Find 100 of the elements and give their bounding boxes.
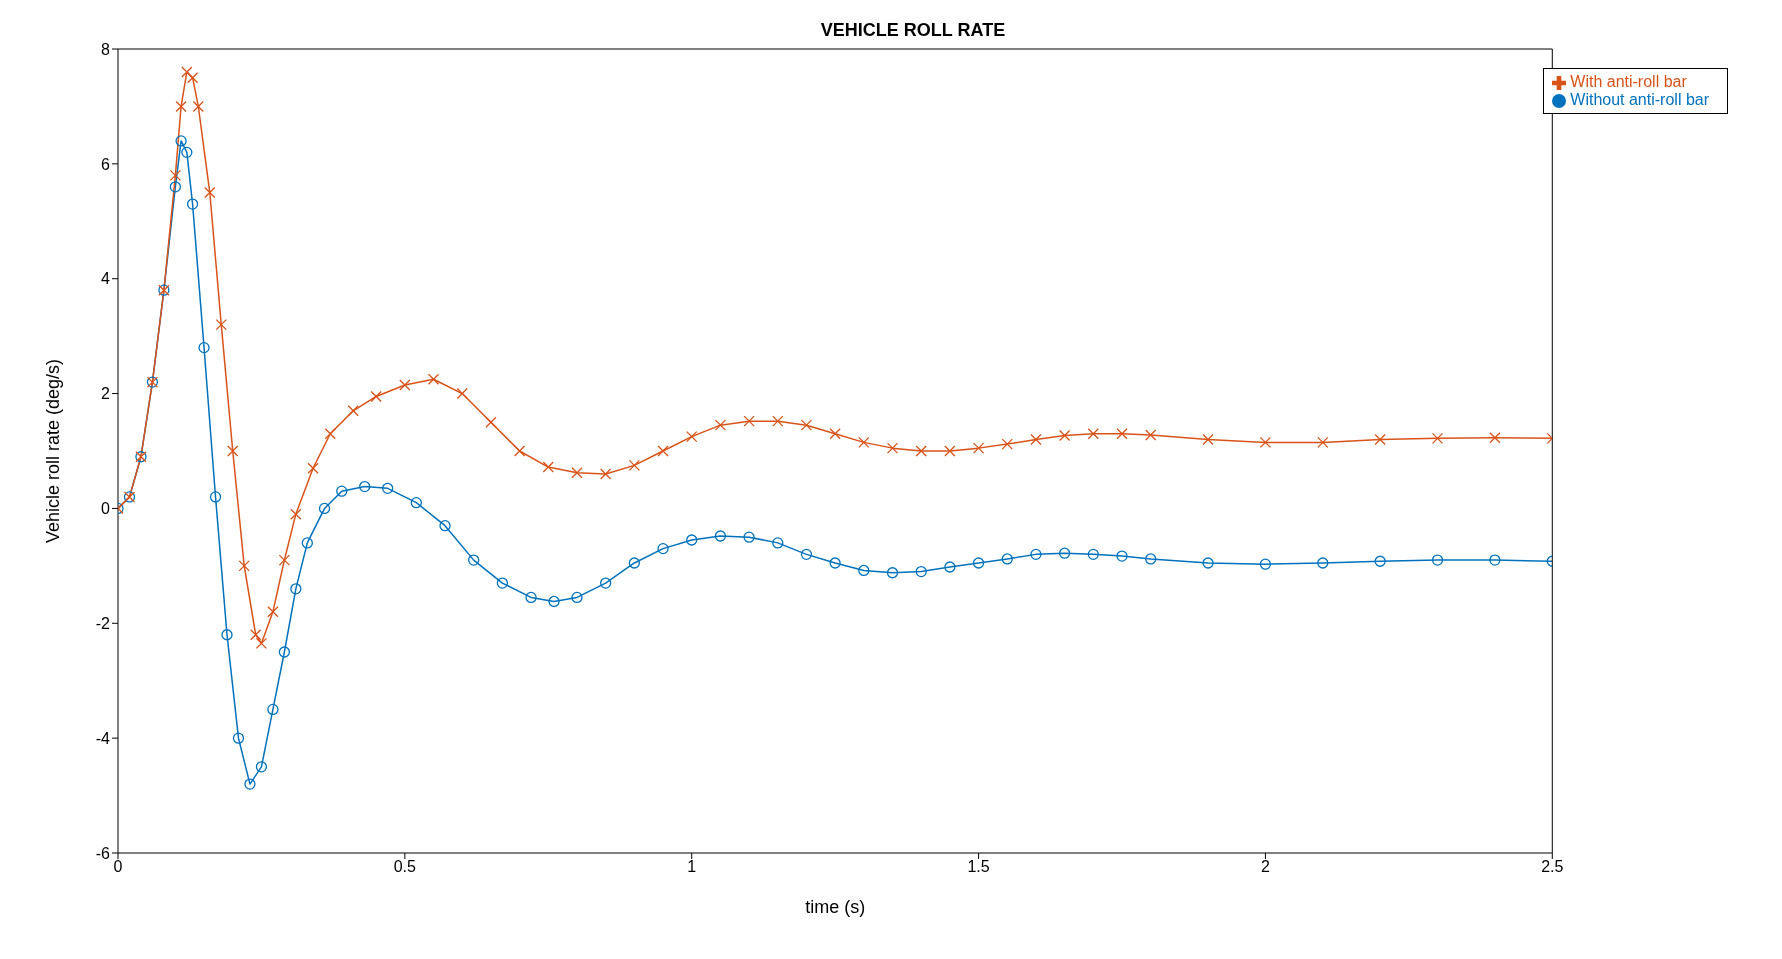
point <box>181 66 193 78</box>
x-tick-label: 0.5 <box>393 858 417 876</box>
point <box>221 629 233 641</box>
point <box>1058 429 1071 442</box>
point <box>1489 432 1501 444</box>
x-axis-title: time (s) <box>805 897 866 917</box>
point <box>209 491 222 503</box>
point <box>944 561 956 573</box>
point <box>686 534 698 546</box>
point <box>456 387 468 400</box>
point <box>307 462 319 474</box>
point <box>186 72 199 84</box>
point <box>278 554 291 566</box>
point <box>1145 553 1157 565</box>
point <box>743 531 755 543</box>
point <box>255 761 268 773</box>
point <box>1431 554 1444 566</box>
point <box>628 557 640 569</box>
point <box>1116 428 1128 440</box>
point <box>485 416 497 428</box>
point <box>204 186 216 199</box>
point <box>359 480 371 493</box>
point <box>175 135 187 147</box>
point <box>1145 429 1157 441</box>
point <box>686 430 698 443</box>
point <box>278 646 291 658</box>
point <box>548 595 560 608</box>
point <box>439 520 451 532</box>
y-tick-label: -2 <box>95 614 111 632</box>
point <box>972 557 985 569</box>
point <box>513 445 526 457</box>
point <box>169 169 182 181</box>
point <box>238 560 250 572</box>
y-tick-label: -6 <box>95 844 111 862</box>
point <box>915 565 927 578</box>
point <box>399 379 411 391</box>
point <box>1317 557 1329 569</box>
point <box>290 508 302 520</box>
point <box>657 445 669 457</box>
point <box>1030 548 1042 561</box>
legend-label: With anti-roll bar <box>1570 73 1687 90</box>
y-tick-label: -4 <box>95 729 111 747</box>
legend-label: Without anti-roll bar <box>1570 91 1709 108</box>
point <box>336 485 348 497</box>
y-tick-label: 2 <box>101 385 111 403</box>
point <box>829 428 841 440</box>
x-tick-label: 1 <box>687 858 697 876</box>
point <box>318 502 331 515</box>
point <box>858 436 870 449</box>
point <box>800 548 813 561</box>
point <box>198 341 210 354</box>
point <box>1202 433 1214 446</box>
point <box>714 419 727 431</box>
point <box>267 703 279 716</box>
point <box>972 442 985 454</box>
point <box>227 445 239 457</box>
x-tick-label: 2 <box>1260 858 1270 876</box>
point <box>301 537 313 549</box>
point <box>382 482 394 494</box>
point <box>1001 438 1013 450</box>
point <box>657 542 669 555</box>
point <box>169 181 182 193</box>
point <box>175 100 187 113</box>
chart-title: VEHICLE ROLL RATE <box>820 20 1006 40</box>
point <box>772 415 784 427</box>
y-tick-label: 0 <box>101 500 111 518</box>
point <box>743 415 755 427</box>
y-tick-label: 4 <box>101 270 111 288</box>
point <box>290 583 302 595</box>
point <box>192 100 204 113</box>
point <box>1087 548 1099 561</box>
point <box>1259 436 1272 449</box>
point <box>542 461 554 473</box>
point <box>468 554 480 566</box>
point <box>525 591 537 604</box>
point <box>714 530 727 542</box>
point <box>886 567 899 579</box>
y-tick-label: 6 <box>101 155 111 173</box>
point <box>1030 433 1042 446</box>
point <box>628 459 640 472</box>
point <box>1116 550 1128 562</box>
y-axis-title: Vehicle roll rate (deg/s) <box>43 358 64 544</box>
point <box>600 468 612 480</box>
x-tick-label: 1.5 <box>967 858 990 876</box>
x-tick-label: 0 <box>113 858 123 876</box>
point <box>944 445 956 457</box>
point <box>571 467 583 479</box>
point <box>772 537 784 549</box>
point <box>1202 557 1214 569</box>
point <box>410 497 422 509</box>
point <box>1087 428 1099 440</box>
point <box>1374 433 1386 446</box>
y-tick-label: 8 <box>101 40 111 58</box>
point <box>324 428 336 440</box>
point <box>1058 547 1071 559</box>
point <box>600 577 612 589</box>
point <box>427 373 440 385</box>
point <box>886 442 899 454</box>
point <box>267 606 279 618</box>
point <box>347 405 359 417</box>
